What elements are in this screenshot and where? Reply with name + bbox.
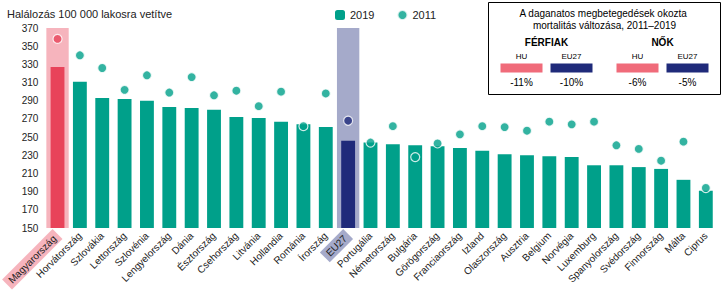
svg-text:Izland: Izland <box>459 230 487 257</box>
svg-text:Spanyolország: Spanyolország <box>565 230 621 285</box>
svg-text:350: 350 <box>22 41 39 52</box>
svg-text:270: 270 <box>22 113 39 124</box>
svg-text:mortalitás változása, 2011–201: mortalitás változása, 2011–2019 <box>533 20 677 31</box>
svg-text:-10%: -10% <box>560 77 583 88</box>
svg-text:Horvátország: Horvátország <box>34 230 84 280</box>
svg-text:Litvánia: Litvánia <box>230 230 263 263</box>
svg-text:170: 170 <box>22 204 39 215</box>
svg-text:EU27: EU27 <box>323 232 350 259</box>
svg-text:Olaszország: Olaszország <box>461 230 509 278</box>
svg-text:Ciprus: Ciprus <box>682 230 710 258</box>
svg-text:150: 150 <box>22 223 39 234</box>
svg-text:290: 290 <box>22 95 39 106</box>
svg-text:Észtország: Észtország <box>175 230 218 273</box>
svg-text:Halálozás 100 000 lakosra vetí: Halálozás 100 000 lakosra vetítve <box>7 8 172 20</box>
svg-text:NŐK: NŐK <box>651 36 674 48</box>
svg-text:Franciaország: Franciaország <box>411 230 464 283</box>
svg-text:Csehország: Csehország <box>194 230 241 276</box>
svg-text:EU27: EU27 <box>561 52 582 61</box>
svg-text:Svédország: Svédország <box>597 230 643 276</box>
svg-text:2011: 2011 <box>412 9 436 21</box>
svg-text:Lettország: Lettország <box>87 230 129 271</box>
svg-text:Norvégia: Norvégia <box>539 230 576 267</box>
svg-text:-11%: -11% <box>510 77 533 88</box>
svg-text:250: 250 <box>22 132 39 143</box>
svg-text:Belgium: Belgium <box>519 230 554 264</box>
svg-text:-6%: -6% <box>629 77 647 88</box>
svg-text:Dánia: Dánia <box>169 230 196 257</box>
svg-text:Bulgária: Bulgária <box>385 230 420 264</box>
svg-text:Szlovákia: Szlovákia <box>68 230 107 269</box>
svg-text:Málta: Málta <box>662 230 688 256</box>
svg-text:A daganatos megbetegedések oko: A daganatos megbetegedések okozta <box>519 8 689 19</box>
svg-text:Portugália: Portugália <box>334 230 375 270</box>
svg-text:Lengyelország: Lengyelország <box>119 230 173 284</box>
svg-text:HU: HU <box>516 52 528 61</box>
svg-text:Finnország: Finnország <box>622 230 665 273</box>
svg-text:FÉRFIAK: FÉRFIAK <box>525 36 569 48</box>
svg-text:330: 330 <box>22 59 39 70</box>
svg-text:2019: 2019 <box>350 9 374 21</box>
svg-text:210: 210 <box>22 168 39 179</box>
svg-text:Ausztria: Ausztria <box>497 230 531 264</box>
svg-text:310: 310 <box>22 77 39 88</box>
svg-text:-5%: -5% <box>679 77 697 88</box>
svg-text:Görögország: Görögország <box>392 230 442 279</box>
svg-text:190: 190 <box>22 186 39 197</box>
svg-text:Magyarország: Magyarország <box>6 232 59 286</box>
svg-text:Románia: Románia <box>271 230 308 267</box>
svg-text:EU27: EU27 <box>677 52 698 61</box>
svg-text:HU: HU <box>632 52 644 61</box>
svg-text:230: 230 <box>22 150 39 161</box>
svg-text:Írország: Írország <box>296 229 330 263</box>
svg-text:Németország: Németország <box>347 230 397 280</box>
svg-text:Szlovénia: Szlovénia <box>112 230 151 269</box>
svg-text:Hollandia: Hollandia <box>247 230 285 268</box>
svg-text:370: 370 <box>22 23 39 34</box>
svg-text:Luxemburg: Luxemburg <box>554 230 598 274</box>
